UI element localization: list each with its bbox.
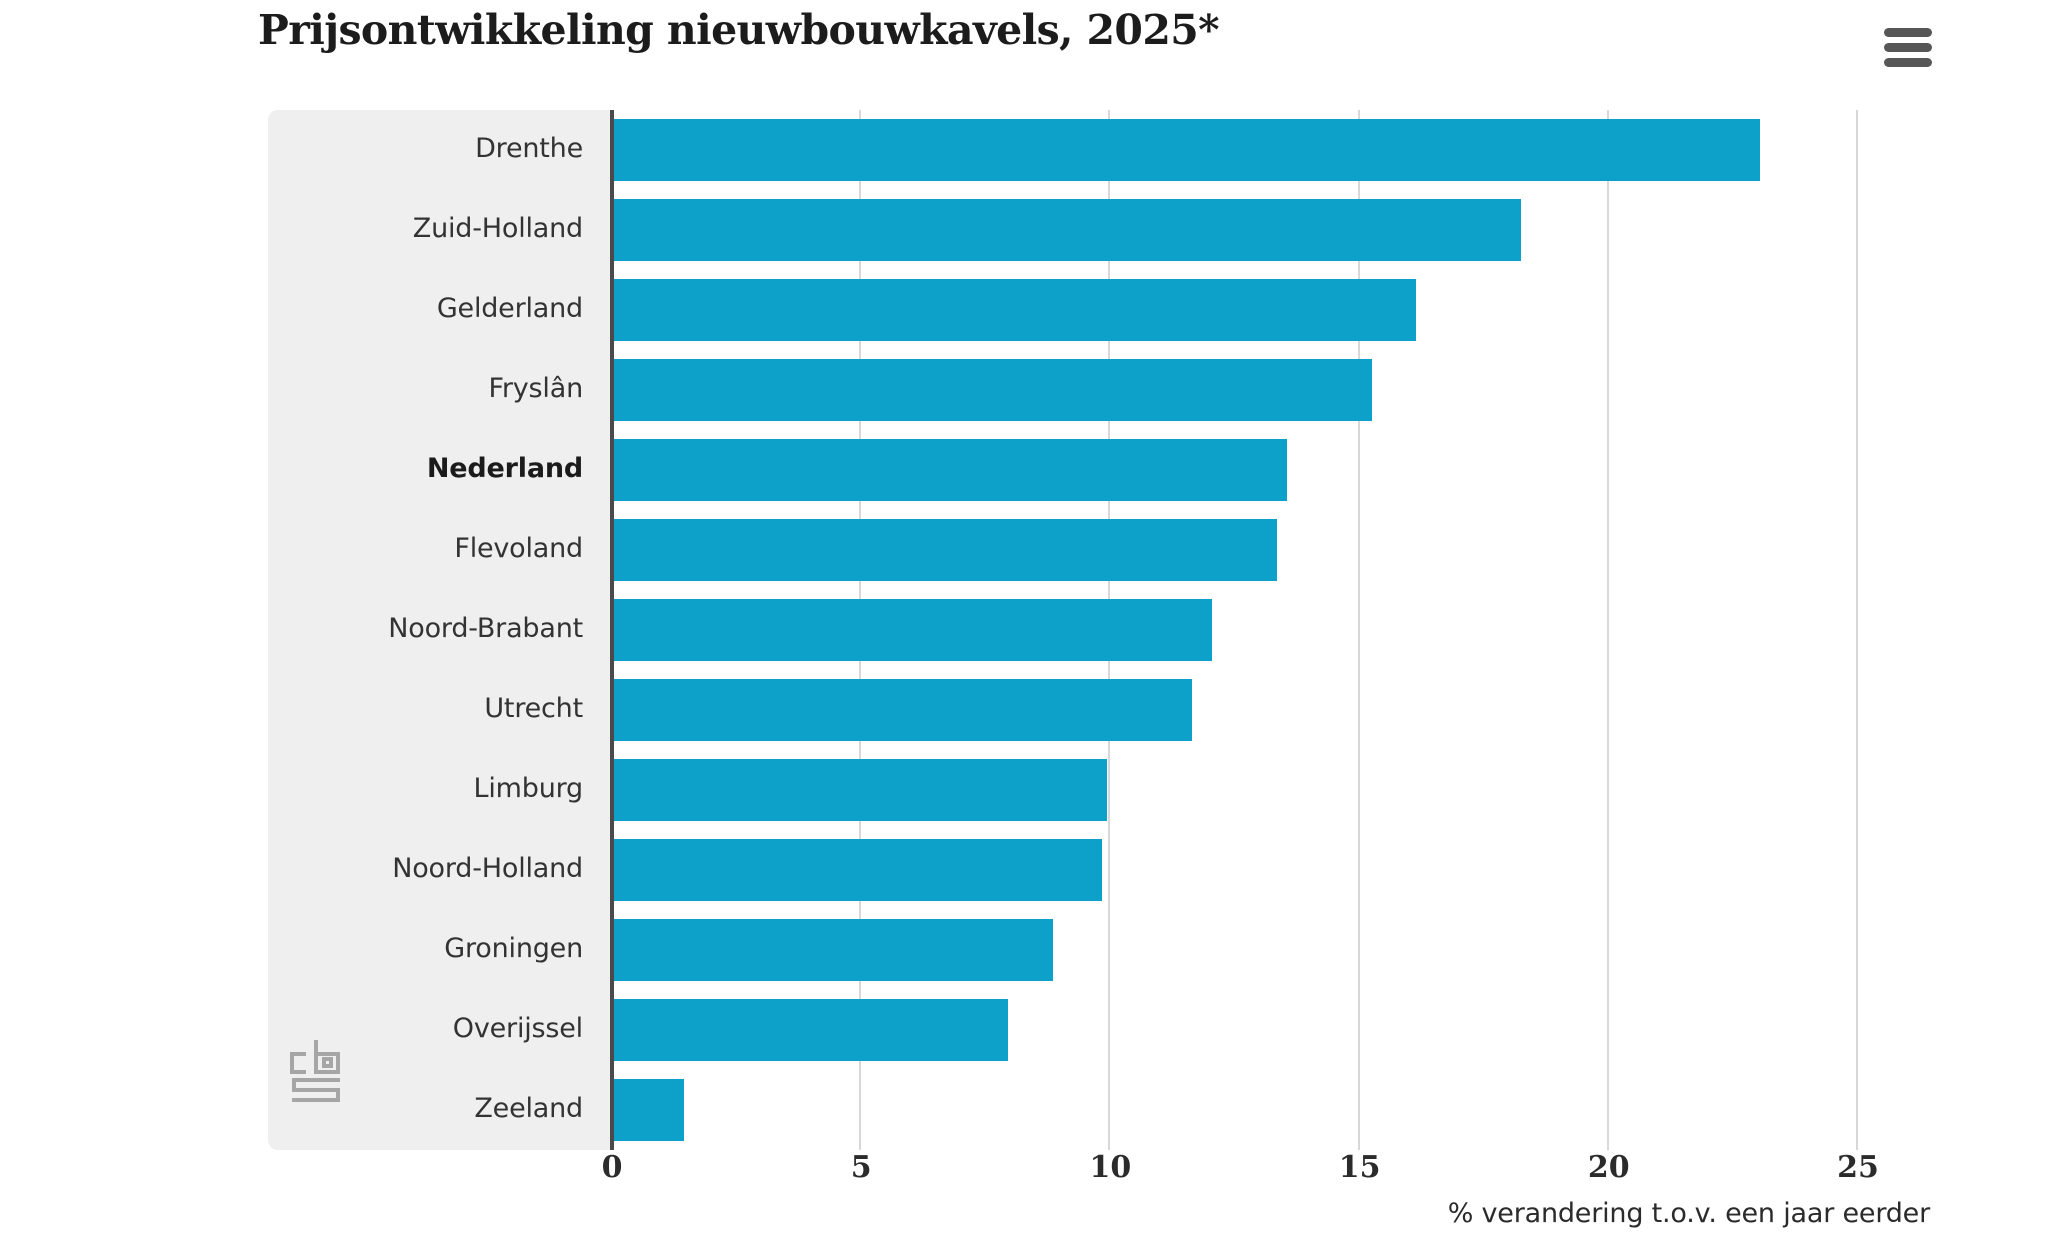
x-tick-label: 25 bbox=[1837, 1150, 1879, 1185]
bar-row[interactable]: Zeeland bbox=[268, 1070, 1928, 1150]
bar[interactable] bbox=[614, 439, 1287, 501]
bar-row-label: Zeeland bbox=[474, 1093, 583, 1124]
x-tick-label: 0 bbox=[601, 1150, 623, 1185]
hamburger-menu-icon[interactable] bbox=[1880, 22, 1936, 70]
bar-row-label: Overijssel bbox=[452, 1013, 583, 1044]
bar-row-label: Gelderland bbox=[436, 293, 583, 324]
bar-row-label: Utrecht bbox=[484, 693, 583, 724]
bar-row[interactable]: Gelderland bbox=[268, 270, 1928, 350]
bar[interactable] bbox=[614, 919, 1053, 981]
gridline-25 bbox=[1856, 110, 1858, 1150]
gridline-15 bbox=[1357, 110, 1360, 1150]
bar-row[interactable]: Nederland bbox=[268, 430, 1928, 510]
bar-row[interactable]: Fryslân bbox=[268, 350, 1928, 430]
bar-row-label: Limburg bbox=[473, 773, 584, 804]
menu-bar-1 bbox=[1884, 28, 1932, 37]
bar-row-label: Drenthe bbox=[475, 133, 583, 164]
bar-row-label: Zuid-Holland bbox=[412, 213, 583, 244]
bar-row[interactable]: Limburg bbox=[268, 750, 1928, 830]
category-label-panel bbox=[268, 110, 610, 1150]
bar-row[interactable]: Utrecht bbox=[268, 670, 1928, 750]
bar-row-label: Nederland bbox=[426, 453, 583, 484]
bar-row[interactable]: Noord-Holland bbox=[268, 830, 1928, 910]
gridline-20 bbox=[1606, 110, 1609, 1150]
bar-row-label: Noord-Brabant bbox=[388, 613, 583, 644]
bar[interactable] bbox=[614, 599, 1213, 661]
bar-row[interactable]: Zuid-Holland bbox=[268, 190, 1928, 270]
menu-bar-2 bbox=[1884, 43, 1932, 52]
bar-row[interactable]: Flevoland bbox=[268, 510, 1928, 590]
plot-area: Drenthe Zuid-Holland Gelderland Fryslân Nede… bbox=[268, 110, 1928, 1150]
bar[interactable] bbox=[614, 359, 1372, 421]
bar-row[interactable]: Overijssel bbox=[268, 990, 1928, 1070]
bar-row[interactable]: Noord-Brabant bbox=[268, 590, 1928, 670]
x-tick-label: 15 bbox=[1338, 1150, 1381, 1185]
page-title: Prijsontwikkeling nieuwbouwkavels, 2025* bbox=[258, 6, 1220, 54]
bar-row-label: Noord-Holland bbox=[392, 853, 583, 884]
bar[interactable] bbox=[614, 839, 1103, 901]
bar[interactable] bbox=[614, 999, 1008, 1061]
menu-bar-3 bbox=[1884, 58, 1932, 67]
x-axis: 0 5 10 15 20 25 bbox=[268, 1150, 1928, 1196]
bar-row[interactable]: Groningen bbox=[268, 910, 1928, 990]
bar-row-label: Flevoland bbox=[454, 533, 583, 564]
bar-row[interactable]: Drenthe bbox=[268, 110, 1928, 190]
bar[interactable] bbox=[614, 759, 1108, 821]
bar-row-label: Fryslân bbox=[488, 373, 584, 404]
bar[interactable] bbox=[614, 519, 1277, 581]
bar-row-label: Groningen bbox=[444, 933, 583, 964]
cbs-logo bbox=[290, 1040, 340, 1102]
x-axis-title: % verandering t.o.v. een jaar eerder bbox=[1447, 1198, 1931, 1229]
bar[interactable] bbox=[614, 119, 1761, 181]
x-tick-label: 20 bbox=[1587, 1150, 1630, 1185]
x-tick-label: 5 bbox=[850, 1150, 872, 1185]
bar[interactable] bbox=[614, 199, 1522, 261]
bar[interactable] bbox=[614, 279, 1417, 341]
zero-axis-line bbox=[610, 110, 614, 1150]
x-tick-label: 10 bbox=[1089, 1150, 1132, 1185]
bar[interactable] bbox=[614, 679, 1193, 741]
bar[interactable] bbox=[614, 1079, 684, 1141]
